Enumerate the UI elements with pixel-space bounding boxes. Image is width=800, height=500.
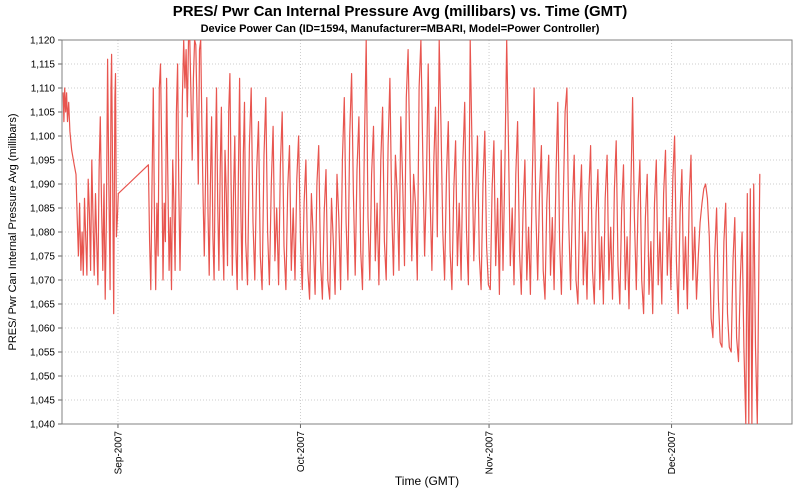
x-tick-label: Nov-2007 <box>485 431 496 475</box>
y-tick-label: 1,040 <box>30 420 55 431</box>
axis-tick-labels: 1,040 1,045 1,050 1,055 1,060 1,065 1,070 1,075… <box>30 36 678 475</box>
chart-title: PRES/ Pwr Can Internal Pressure Avg (mil… <box>172 3 628 20</box>
y-tick-label: 1,085 <box>30 204 55 215</box>
y-tick-label: 1,090 <box>30 180 55 191</box>
pressure-series-line <box>62 40 761 424</box>
y-tick-label: 1,060 <box>30 324 55 335</box>
x-tick-label: Sep-2007 <box>113 431 124 475</box>
x-axis-label: Time (GMT) <box>394 474 460 488</box>
y-tick-label: 1,075 <box>30 252 55 263</box>
y-tick-label: 1,115 <box>31 60 56 71</box>
y-tick-label: 1,100 <box>30 132 55 143</box>
y-tick-label: 1,050 <box>30 372 55 383</box>
axis-ticks <box>58 39 673 428</box>
plot-border <box>61 39 793 425</box>
x-tick-label: Oct-2007 <box>296 431 307 473</box>
y-tick-label: 1,045 <box>30 396 55 407</box>
series-group <box>62 40 761 424</box>
y-tick-label: 1,070 <box>30 276 55 287</box>
y-tick-label: 1,065 <box>30 300 55 311</box>
y-tick-label: 1,055 <box>30 348 55 359</box>
y-tick-label: 1,105 <box>30 108 55 119</box>
y-tick-label: 1,095 <box>30 156 55 167</box>
y-tick-label: 1,120 <box>30 36 55 47</box>
y-tick-label: 1,080 <box>30 228 55 239</box>
x-tick-label: Dec-2007 <box>667 431 678 475</box>
chart-subtitle: Device Power Can (ID=1594, Manufacturer=… <box>200 23 600 35</box>
y-tick-label: 1,110 <box>31 84 56 95</box>
